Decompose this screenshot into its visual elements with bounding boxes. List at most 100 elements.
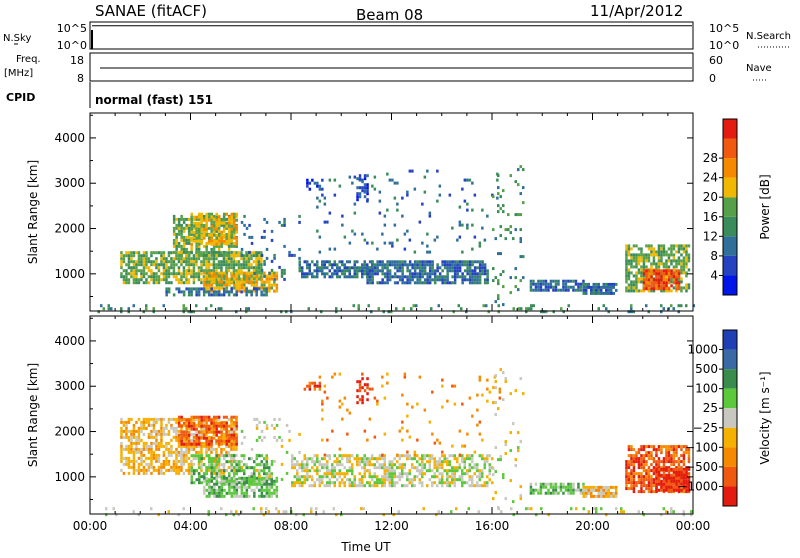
echo-cell bbox=[625, 262, 628, 265]
echo-cell bbox=[203, 251, 206, 254]
echo-cell bbox=[188, 422, 191, 425]
echo-cell bbox=[339, 463, 342, 466]
echo-cell bbox=[294, 463, 297, 466]
echo-cell bbox=[658, 474, 661, 477]
echo-cell bbox=[230, 254, 233, 257]
echo-cell bbox=[180, 245, 183, 248]
freq-panel: Freq. [MHz] 18 8 60 0 Nave bbox=[4, 53, 772, 85]
echo-cell bbox=[366, 263, 369, 266]
echo-cell bbox=[648, 281, 651, 284]
echo-cell bbox=[339, 406, 342, 409]
echo-cell bbox=[263, 230, 266, 233]
echo-cell bbox=[582, 483, 585, 486]
echo-cell bbox=[680, 277, 683, 280]
echo-cell bbox=[233, 448, 236, 451]
echo-cell bbox=[451, 227, 454, 230]
echo-cell bbox=[565, 489, 568, 492]
echo-cell bbox=[366, 275, 369, 278]
nsearch-tick-top: 10^5 bbox=[709, 22, 739, 35]
echo-cell bbox=[266, 278, 269, 281]
echo-cell bbox=[236, 287, 239, 290]
echo-cell bbox=[414, 266, 417, 269]
echo-cell bbox=[319, 236, 322, 239]
echo-cell bbox=[530, 283, 533, 286]
echo-cell bbox=[206, 472, 209, 475]
echo-cell bbox=[268, 475, 271, 478]
echo-cell bbox=[296, 460, 299, 463]
echo-cell bbox=[409, 454, 412, 457]
echo-cell bbox=[319, 478, 322, 481]
echo-cell bbox=[653, 484, 656, 487]
echo-cell bbox=[233, 216, 236, 219]
echo-cell bbox=[670, 304, 673, 307]
echo-cell bbox=[419, 472, 422, 475]
echo-cell bbox=[140, 448, 143, 451]
echo-cell bbox=[175, 254, 178, 257]
echo-cell bbox=[658, 272, 661, 275]
echo-cell bbox=[218, 416, 221, 419]
echo-cell bbox=[185, 242, 188, 245]
echo-cell bbox=[415, 304, 418, 307]
echo-cell bbox=[414, 188, 417, 191]
echo-cell bbox=[583, 292, 586, 295]
echo-cell bbox=[507, 228, 510, 231]
echo-cell bbox=[595, 286, 598, 289]
echo-cell bbox=[379, 454, 382, 457]
echo-cell bbox=[155, 275, 158, 278]
echo-cell bbox=[540, 283, 543, 286]
echo-cell bbox=[253, 469, 256, 472]
echo-cell bbox=[384, 460, 387, 463]
echo-cell bbox=[128, 254, 131, 257]
echo-cell bbox=[133, 269, 136, 272]
echo-cell bbox=[155, 257, 158, 260]
echo-cell bbox=[223, 234, 226, 237]
echo-cell bbox=[248, 466, 251, 469]
echo-cell bbox=[555, 280, 558, 283]
echo-cell bbox=[479, 421, 482, 424]
echo-cell bbox=[419, 221, 422, 224]
echo-cell bbox=[643, 287, 646, 290]
echo-cell bbox=[268, 486, 271, 489]
echo-cell bbox=[120, 469, 123, 472]
echo-cell bbox=[426, 251, 429, 254]
echo-cell bbox=[198, 443, 201, 446]
echo-cell bbox=[678, 244, 681, 247]
echo-cell bbox=[203, 234, 206, 237]
echo-cell bbox=[193, 448, 196, 451]
echo-cell bbox=[326, 469, 329, 472]
echo-cell bbox=[366, 269, 369, 272]
echo-cell bbox=[655, 250, 658, 253]
echo-cell bbox=[505, 237, 508, 240]
echo-cell bbox=[206, 477, 209, 480]
echo-cell bbox=[200, 445, 203, 448]
echo-cell bbox=[175, 263, 178, 266]
echo-cell bbox=[381, 484, 384, 487]
echo-cell bbox=[148, 433, 151, 436]
echo-cell bbox=[120, 275, 123, 278]
echo-cell bbox=[577, 486, 580, 489]
echo-cell bbox=[645, 275, 648, 278]
echo-cell bbox=[389, 475, 392, 478]
echo-cell bbox=[406, 266, 409, 269]
echo-cell bbox=[481, 394, 484, 397]
echo-cell bbox=[396, 266, 399, 269]
echo-cell bbox=[421, 281, 424, 284]
echo-cell bbox=[354, 457, 357, 460]
echo-cell bbox=[273, 281, 276, 284]
cpid-row: CPID normal (fast) 151 bbox=[6, 82, 693, 108]
echo-cell bbox=[314, 454, 317, 457]
echo-cell bbox=[319, 481, 322, 484]
echo-cell bbox=[562, 283, 565, 286]
echo-cell bbox=[238, 284, 241, 287]
echo-cell bbox=[241, 287, 244, 290]
echo-cell bbox=[203, 437, 206, 440]
echo-cell bbox=[304, 469, 307, 472]
echo-cell bbox=[120, 460, 123, 463]
echo-cell bbox=[434, 460, 437, 463]
echo-cell bbox=[374, 436, 377, 439]
echo-cell bbox=[203, 281, 206, 284]
echo-cell bbox=[351, 472, 354, 475]
echo-cell bbox=[474, 278, 477, 281]
echo-cell bbox=[628, 244, 631, 247]
echo-cell bbox=[391, 484, 394, 487]
